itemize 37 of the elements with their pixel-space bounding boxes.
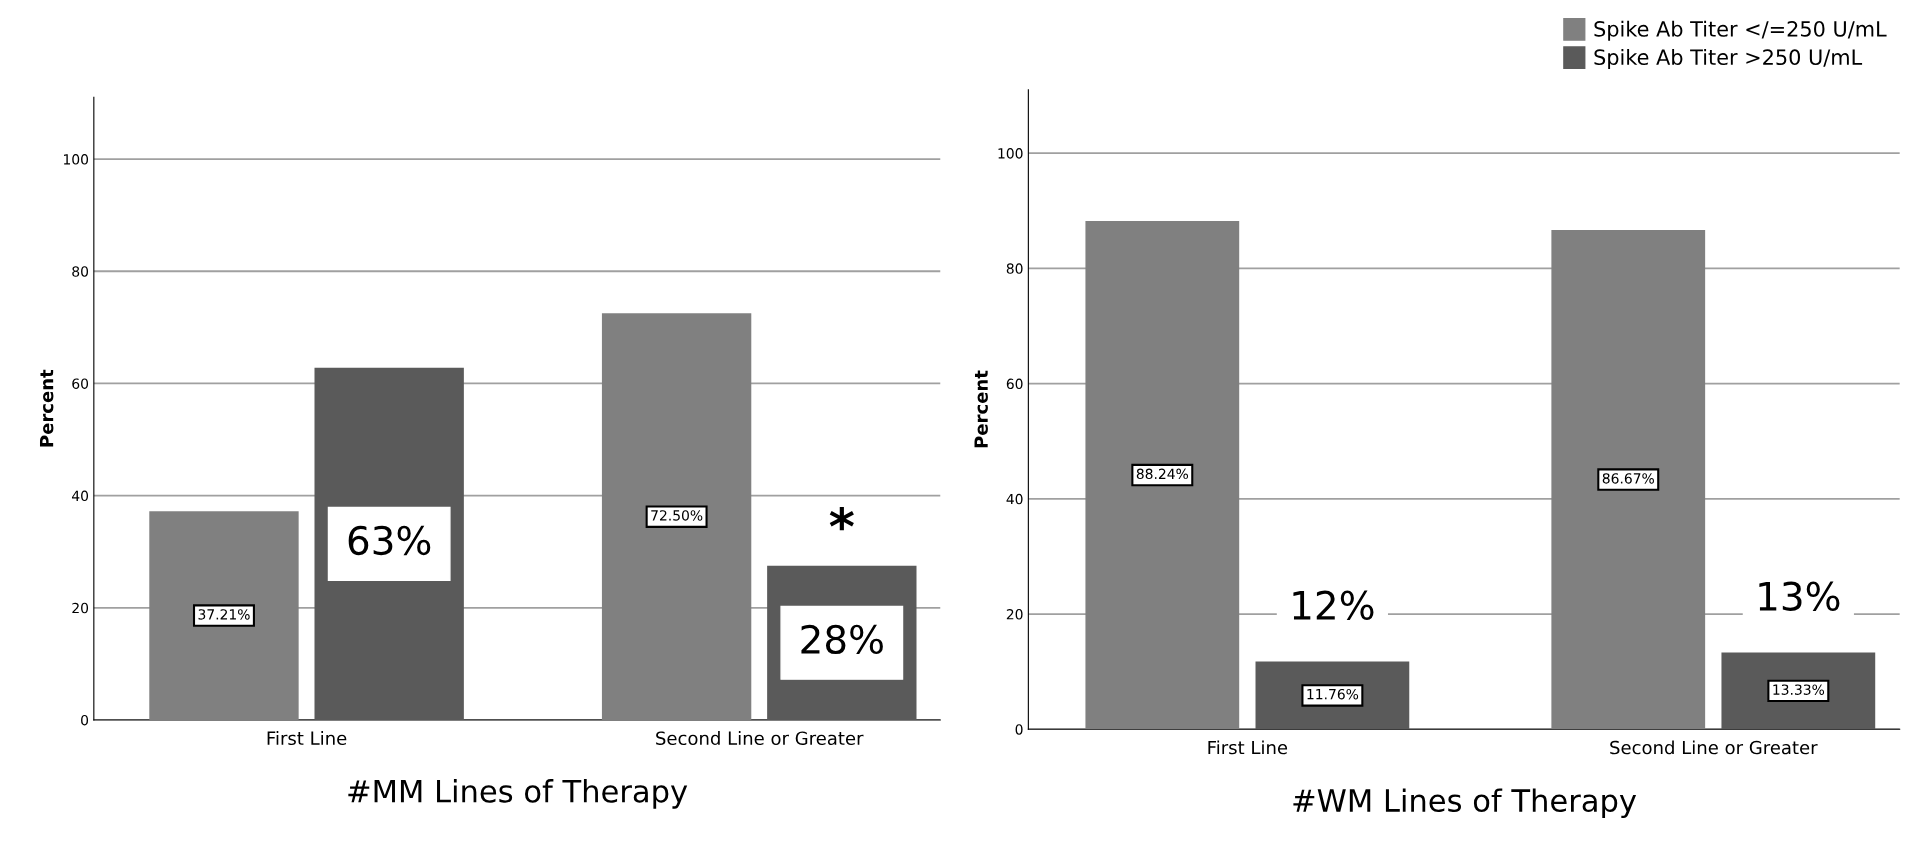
y-tick-label: 40 — [71, 490, 89, 502]
y-tick-label: 100 — [63, 154, 89, 165]
y-tick-label: 20 — [1006, 609, 1023, 620]
legend-label: Spike Ab Titer >250 U/mL — [1594, 48, 1863, 70]
bar — [1551, 229, 1706, 730]
annotation: 13% — [1759, 581, 1840, 611]
bar — [601, 313, 752, 720]
x-tick-label: Second Line or Greater — [656, 731, 864, 746]
bar — [149, 511, 299, 720]
annotation: 12% — [1293, 590, 1374, 621]
x-axis-title: #WM Lines of Therapy — [1293, 788, 1637, 818]
data-label: 63% — [348, 525, 431, 556]
y-tick-label: 80 — [1006, 263, 1023, 274]
data-label: 13.33% — [1773, 684, 1825, 695]
y-tick-label: 0 — [1015, 724, 1023, 735]
y-tick-label: 0 — [81, 714, 89, 726]
x-tick-label: First Line — [1208, 740, 1288, 755]
legend-label: Spike Ab Titer </=250 U/mL — [1594, 20, 1887, 41]
x-tick-label: Second Line or Greater — [1610, 740, 1818, 755]
y-tick-label: 60 — [1006, 378, 1023, 390]
data-label: 28% — [801, 624, 883, 655]
y-tick-label: 80 — [72, 266, 89, 277]
data-label: 72.50% — [651, 510, 703, 521]
y-tick-label: 60 — [72, 378, 89, 389]
annotation: * — [829, 507, 854, 531]
y-tick-label: 40 — [1006, 493, 1023, 505]
bar — [1085, 220, 1240, 730]
y-axis-title: Percent — [974, 370, 988, 448]
data-label: 37.21% — [198, 609, 250, 620]
data-label: 11.76% — [1307, 688, 1359, 700]
y-tick-label: 20 — [72, 602, 89, 614]
data-label: 86.67% — [1602, 473, 1654, 484]
x-tick-label: First Line — [267, 731, 347, 746]
y-tick-label: 100 — [998, 148, 1023, 159]
x-axis-title: #MM Lines of Therapy — [348, 779, 688, 809]
data-label: 88.24% — [1136, 468, 1189, 480]
y-axis-title: Percent — [39, 369, 54, 447]
